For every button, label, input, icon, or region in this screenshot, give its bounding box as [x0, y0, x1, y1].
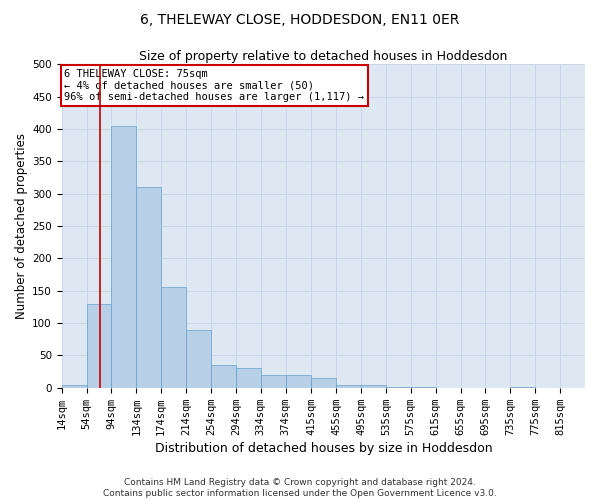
- Text: Contains HM Land Registry data © Crown copyright and database right 2024.
Contai: Contains HM Land Registry data © Crown c…: [103, 478, 497, 498]
- Bar: [286, 375, 311, 388]
- Title: Size of property relative to detached houses in Hoddesdon: Size of property relative to detached ho…: [139, 50, 508, 63]
- Bar: [62, 384, 86, 388]
- Bar: [261, 375, 286, 388]
- Bar: [386, 387, 411, 388]
- Text: 6 THELEWAY CLOSE: 75sqm
← 4% of detached houses are smaller (50)
96% of semi-det: 6 THELEWAY CLOSE: 75sqm ← 4% of detached…: [64, 69, 364, 102]
- Bar: [211, 365, 236, 388]
- Bar: [411, 387, 436, 388]
- Bar: [511, 387, 535, 388]
- Bar: [336, 384, 361, 388]
- Bar: [361, 384, 386, 388]
- Text: 6, THELEWAY CLOSE, HODDESDON, EN11 0ER: 6, THELEWAY CLOSE, HODDESDON, EN11 0ER: [140, 12, 460, 26]
- Bar: [86, 304, 112, 388]
- X-axis label: Distribution of detached houses by size in Hoddesdon: Distribution of detached houses by size …: [155, 442, 492, 455]
- Y-axis label: Number of detached properties: Number of detached properties: [15, 133, 28, 319]
- Bar: [311, 378, 336, 388]
- Bar: [161, 288, 186, 388]
- Bar: [112, 126, 136, 388]
- Bar: [136, 187, 161, 388]
- Bar: [236, 368, 261, 388]
- Bar: [186, 330, 211, 388]
